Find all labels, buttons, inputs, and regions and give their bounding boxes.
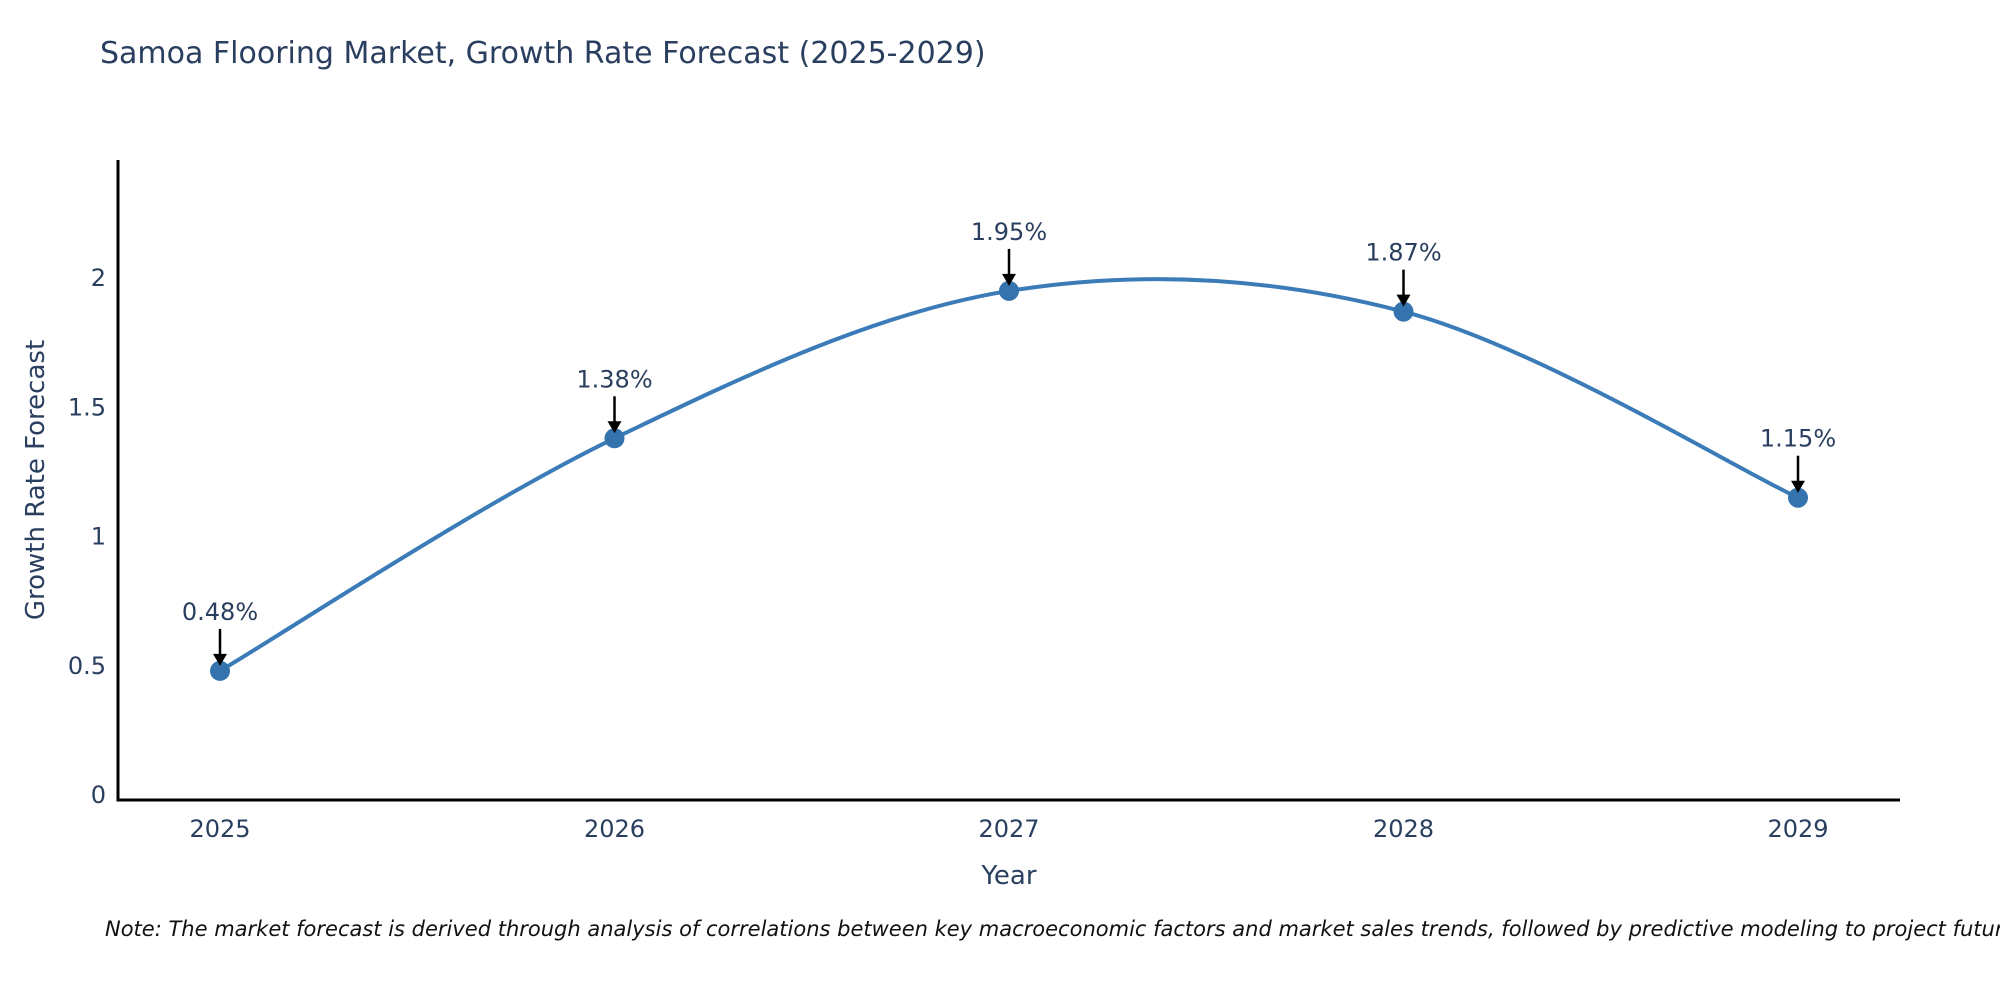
x-tick-label: 2029 <box>1767 815 1828 843</box>
annotation-arrowhead <box>1791 480 1805 493</box>
annotation-label: 1.38% <box>576 365 652 393</box>
x-tick-label: 2028 <box>1373 815 1434 843</box>
annotation-arrowhead <box>1396 294 1411 307</box>
chart-title: Samoa Flooring Market, Growth Rate Forec… <box>100 36 986 71</box>
y-tick-label: 0 <box>91 781 106 809</box>
y-tick-label: 0.5 <box>68 652 106 680</box>
annotation-arrowhead <box>213 653 227 666</box>
x-axis-label: Year <box>981 861 1037 891</box>
annotation-label: 1.87% <box>1365 239 1441 267</box>
annotation-label: 1.95% <box>971 218 1047 246</box>
data-point-marker[interactable] <box>1788 487 1808 508</box>
data-point-marker[interactable] <box>604 428 625 449</box>
y-tick-label: 2 <box>91 264 106 292</box>
y-tick-label: 1.5 <box>68 393 106 421</box>
data-point-marker[interactable] <box>999 280 1019 301</box>
data-point-marker[interactable] <box>210 660 230 681</box>
x-tick-label: 2025 <box>189 815 250 843</box>
data-point-marker[interactable] <box>1393 301 1414 322</box>
annotation-arrowhead <box>1002 273 1016 286</box>
x-tick-label: 2027 <box>978 815 1039 843</box>
y-axis-label: Growth Rate Forecast <box>21 339 51 621</box>
annotation-arrowhead <box>607 421 622 434</box>
annotation-label: 0.48% <box>182 598 258 626</box>
forecast-line <box>218 277 1800 673</box>
y-tick-label: 1 <box>91 523 106 551</box>
footnote: Note: The market forecast is derived thr… <box>105 917 2000 941</box>
annotation-label: 1.15% <box>1760 425 1836 453</box>
x-tick-label: 2026 <box>584 815 645 843</box>
